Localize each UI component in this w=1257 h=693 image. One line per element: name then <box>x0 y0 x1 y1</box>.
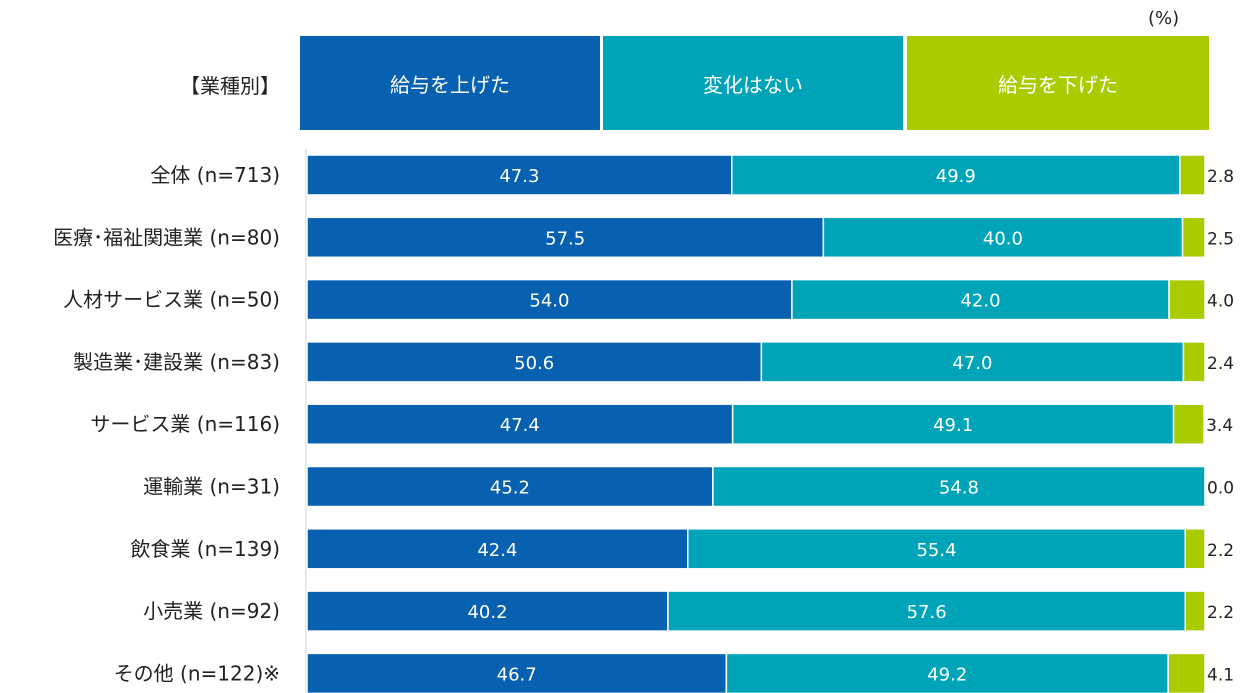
category-header: 【業種別】 <box>180 74 280 98</box>
data-label-raised: 40.2 <box>467 602 507 623</box>
bar-segment-raised <box>306 216 825 259</box>
legend-lowered-label: 給与を下げた <box>998 72 1118 97</box>
category-label: 小売業 (n=92) <box>143 599 280 623</box>
data-label-raised: 47.4 <box>500 415 540 436</box>
bar-segment-unchanged <box>731 154 1181 196</box>
legend-raised-label: 給与を上げた <box>390 72 510 97</box>
data-label-raised: 57.5 <box>545 228 585 249</box>
data-label-raised: 47.3 <box>499 166 539 187</box>
unit-label: (%) <box>1148 8 1180 29</box>
data-label-unchanged: 49.9 <box>936 166 976 187</box>
category-label: 全体 (n=713) <box>150 163 280 187</box>
data-label-lowered: 2.4 <box>1207 354 1234 374</box>
bar-segment-raised <box>306 528 689 570</box>
legend-unchanged: 変化はない <box>603 36 903 130</box>
category-label: 運輸業 (n=31) <box>143 475 280 499</box>
data-label-lowered: 2.5 <box>1207 229 1234 249</box>
data-label-raised: 42.4 <box>477 540 517 561</box>
bar-segment-lowered <box>1181 216 1206 259</box>
data-label-unchanged: 40.0 <box>983 228 1023 249</box>
bar-segment-unchanged <box>712 465 1206 508</box>
bar-segment-raised <box>306 154 733 196</box>
category-label: 製造業･建設業 (n=83) <box>73 350 280 374</box>
bar-segment-raised <box>306 652 728 693</box>
bar-segment-raised <box>306 403 734 445</box>
data-label-lowered: 4.1 <box>1207 665 1234 685</box>
bar-segment-raised <box>306 590 669 632</box>
data-label-lowered: 2.8 <box>1207 167 1234 187</box>
bar-segment-unchanged <box>791 278 1170 321</box>
bar-segment-lowered <box>1184 590 1206 632</box>
data-label-unchanged: 49.1 <box>933 415 973 436</box>
bar-segment-raised <box>306 465 714 508</box>
bar-segment-lowered <box>1172 403 1205 445</box>
category-label: 飲食業 (n=139) <box>130 537 280 561</box>
data-label-lowered: 2.2 <box>1207 603 1234 623</box>
bar-segment-unchanged <box>822 216 1184 259</box>
data-label-lowered: 3.4 <box>1206 416 1233 436</box>
data-label-unchanged: 47.0 <box>952 353 992 374</box>
data-label-raised: 50.6 <box>514 353 554 374</box>
bar-segment-lowered <box>1179 154 1206 196</box>
bar-segment-lowered <box>1184 528 1206 570</box>
bar-segment-raised <box>306 341 763 383</box>
category-label: サービス業 (n=116) <box>90 412 280 436</box>
legend-raised: 給与を上げた <box>300 36 600 130</box>
bar-segment-lowered <box>1182 341 1206 383</box>
data-label-unchanged: 54.8 <box>939 478 979 499</box>
category-label: その他 (n=122)※ <box>114 661 280 685</box>
data-label-unchanged: 55.4 <box>916 540 956 561</box>
category-label: 医療･福祉関連業 (n=80) <box>53 225 280 249</box>
bar-segment-unchanged <box>731 403 1175 445</box>
category-label: 人材サービス業 (n=50) <box>63 288 280 312</box>
data-label-lowered: 0.0 <box>1207 479 1234 499</box>
data-label-raised: 54.0 <box>529 291 569 312</box>
data-label-lowered: 4.0 <box>1207 292 1234 312</box>
data-label-unchanged: 57.6 <box>907 602 947 623</box>
data-label-lowered: 2.2 <box>1207 541 1234 561</box>
bar-segment-unchanged <box>667 590 1186 632</box>
legend-lowered: 給与を下げた <box>907 36 1209 130</box>
bar-segment-raised <box>306 278 793 321</box>
data-label-unchanged: 49.2 <box>927 664 967 685</box>
data-label-raised: 45.2 <box>490 478 530 499</box>
data-label-unchanged: 42.0 <box>960 291 1000 312</box>
bar-segment-lowered <box>1168 278 1206 321</box>
data-label-raised: 46.7 <box>497 664 537 685</box>
bar-segment-lowered <box>1167 652 1206 693</box>
legend-unchanged-label: 変化はない <box>703 72 803 97</box>
